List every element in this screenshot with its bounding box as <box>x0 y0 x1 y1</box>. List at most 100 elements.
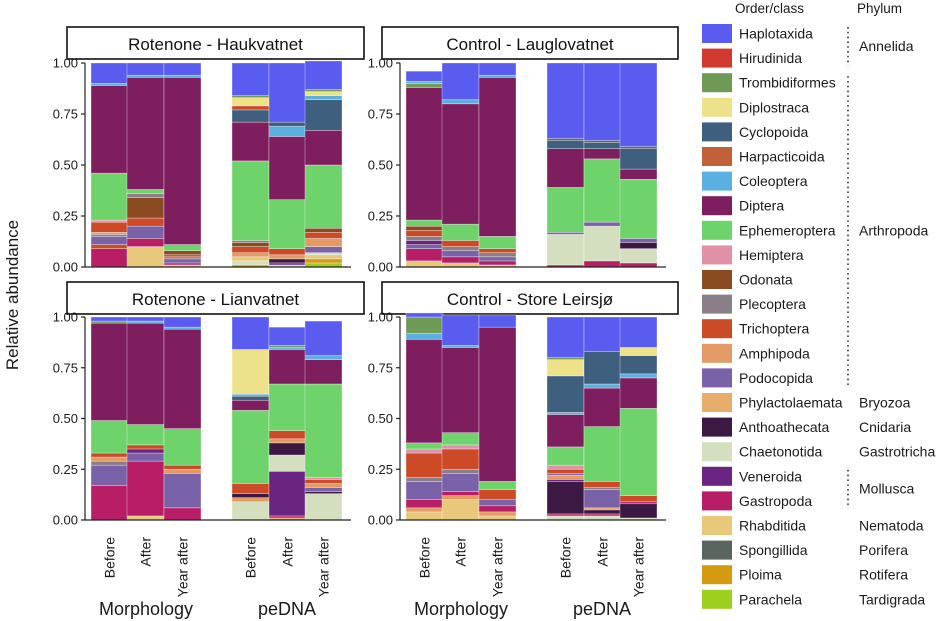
bar-segment-diptera <box>90 85 129 174</box>
bar-year-after-morphology <box>478 62 517 268</box>
phylum-rotifera: Rotifera <box>859 567 908 583</box>
bar-segment-gastropoda <box>405 248 444 262</box>
bar-segment-anthoathecata <box>304 491 343 494</box>
legend-swatch <box>702 319 732 339</box>
phylum-label: Nematoda <box>859 518 924 534</box>
legend-item-gastropoda: Gastropoda <box>702 491 812 511</box>
legend-label: Amphipoda <box>739 345 810 361</box>
bar-segment-chaetonotida <box>231 501 270 521</box>
legend-swatch <box>702 540 732 560</box>
bar-segment-parachela <box>304 262 343 268</box>
legend-label: Spongillida <box>739 542 808 558</box>
bar-before-pedna <box>546 316 585 521</box>
legend-label: Hirudinida <box>739 50 802 66</box>
plot-area: 0.00 0.25 0.50 0.75 1.00 <box>53 56 351 275</box>
bar-year-after-pedna <box>304 60 343 268</box>
bar-segment-diptera <box>231 399 270 411</box>
y-tick-label: 0.00 <box>53 260 78 275</box>
x-tick-label: After <box>595 537 611 567</box>
bar-segment-gastropoda <box>163 262 202 266</box>
legend-item-rhabditida: Rhabditida <box>702 516 806 535</box>
bar-segment-rhabditida <box>441 262 480 268</box>
bar-segment-chaetonotida <box>546 515 585 521</box>
bar-segment-plecoptera <box>163 256 202 260</box>
y-tick-label: 0.25 <box>368 209 393 224</box>
bar-segment-ephemeroptera <box>304 164 343 229</box>
bar-segment-diptera <box>619 377 658 409</box>
method-label-pedna: peDNA <box>573 599 631 619</box>
legend-label: Anthoathecata <box>739 419 830 435</box>
bar-segment-anthoathecata <box>619 503 658 519</box>
bar-segment-cyclopoida <box>304 99 343 131</box>
legend-label: Rhabditida <box>739 518 806 534</box>
bar-segment-amphipoda <box>304 483 343 488</box>
panel-title: Rotenone - Lianvatnet <box>132 290 300 309</box>
phylum-label: Annelida <box>859 38 914 54</box>
bar-segment-podocopida <box>163 473 202 509</box>
bar-segment-trichoptera <box>231 246 270 254</box>
legend-label: Gastropoda <box>739 493 812 509</box>
bar-segment-anthoathecata <box>619 242 658 249</box>
bar-segment-haplotaxida <box>478 62 517 76</box>
bar-segment-spongillida <box>619 146 658 149</box>
legend-swatch <box>702 220 732 240</box>
bar-segment-amphipoda <box>441 495 480 501</box>
legend-swatch <box>702 417 732 437</box>
phylum-label: Tardigrada <box>859 591 925 607</box>
bar-segment-podocopida <box>90 236 129 245</box>
legend-label: Ephemeroptera <box>739 222 836 238</box>
legend-swatch <box>702 516 732 535</box>
bar-segment-ephemeroptera <box>126 424 165 446</box>
bar-before-pedna <box>231 316 270 521</box>
bar-segment-diptera <box>441 103 480 225</box>
bar-segment-amphipoda <box>231 497 270 503</box>
panel-rotenone-lianvatnet: Rotenone - Lianvatnet 0.00 0.25 0.50 0.75 1.… <box>53 281 365 528</box>
bar-segment-coleoptera <box>304 95 343 101</box>
bar-segment-diptera <box>90 322 129 421</box>
bar-segment-podocopida <box>546 232 585 235</box>
bar-segment-trichoptera <box>478 489 517 500</box>
bar-segment-rhabditida <box>441 499 480 521</box>
bar-segment-trichoptera <box>478 248 517 254</box>
bar-before-pedna <box>546 62 585 268</box>
bar-segment-trichoptera <box>90 452 129 458</box>
bar-segment-chaetonotida <box>231 260 270 266</box>
bar-segment-coleoptera <box>126 320 165 324</box>
bar-segment-coleoptera <box>405 81 444 84</box>
bar-segment-gastropoda <box>268 515 307 519</box>
phylum-porifera: Porifera <box>859 542 908 558</box>
bar-segment-gastropoda <box>619 262 658 268</box>
bar-segment-haplotaxida <box>441 62 480 101</box>
bar-segment-haplotaxida <box>90 62 129 84</box>
x-tick-label: Year after <box>316 537 332 598</box>
y-tick-label: 0.75 <box>368 107 393 122</box>
legend-swatch <box>702 466 732 486</box>
bar-segment-anthoathecata <box>268 258 307 264</box>
y-tick-label: 1.00 <box>368 310 393 325</box>
bar-segment-gastropoda <box>478 260 517 266</box>
legend-item-veneroida: Veneroida <box>702 466 802 486</box>
bar-segment-trichoptera <box>163 254 202 258</box>
bar-year-after-morphology <box>163 62 202 268</box>
bar-segment-chaetonotida <box>583 225 622 262</box>
bar-segment-trichoptera <box>546 468 585 474</box>
bar-segment-odonata <box>304 227 343 233</box>
bar-segment-gastropoda <box>441 256 480 264</box>
panel-control-store-leirsjo: Control - Store Leirsjø 0.00 0.25 0.50 0.75… <box>368 281 679 528</box>
legend-item-hirudinida: Hirudinida <box>702 48 802 68</box>
bar-segment-podocopida <box>441 473 480 492</box>
bar-segment-anthoathecata <box>231 493 270 498</box>
legend-item-plecoptera: Plecoptera <box>702 294 806 314</box>
bar-segment-podocopida <box>583 489 622 509</box>
legend-swatch <box>702 368 732 388</box>
bar-segment-ephemeroptera <box>441 223 480 241</box>
x-tick-label: After <box>280 537 296 567</box>
bar-segment-diptera <box>405 339 444 444</box>
method-label-pedna: peDNA <box>258 599 316 619</box>
bar-segment-podocopida <box>478 256 517 262</box>
bar-segment-cyclopoida <box>546 375 585 413</box>
bar-segment-podocopida <box>405 481 444 500</box>
y-tick-label: 0.00 <box>53 513 78 528</box>
legend-swatch <box>702 24 732 43</box>
